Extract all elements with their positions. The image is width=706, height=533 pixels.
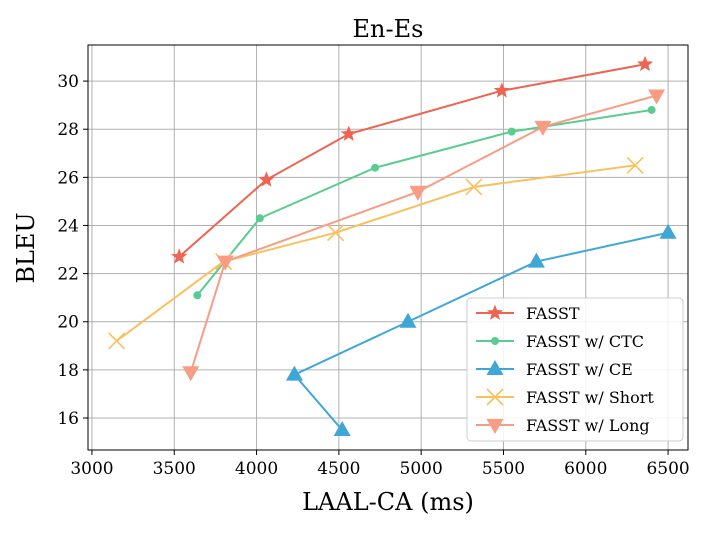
- data-point: [648, 89, 666, 105]
- data-point: [659, 223, 677, 239]
- legend-marker: [486, 304, 504, 320]
- data-point: [340, 125, 357, 141]
- y-tick-label: 24: [57, 216, 79, 236]
- legend-label: FASST w/ CTC: [526, 332, 644, 351]
- legend-box: [466, 297, 684, 442]
- data-point: [182, 366, 200, 382]
- series-fasst-w-ctc: [193, 105, 656, 300]
- x-tick-label: 5000: [400, 459, 443, 479]
- legend-marker: [486, 419, 504, 434]
- data-point: [193, 291, 202, 300]
- legend-label: FASST w/ Long: [526, 416, 650, 435]
- legend-label: FASST w/ Short: [526, 388, 654, 407]
- y-tick-label: 28: [57, 120, 79, 140]
- y-tick-label: 20: [57, 313, 79, 333]
- data-point: [465, 178, 483, 196]
- data-point: [333, 421, 351, 437]
- legend-label: FASST w/ CE: [526, 360, 633, 379]
- legend-marker: [491, 337, 499, 345]
- x-axis-label: LAAL-CA (ms): [302, 488, 474, 516]
- data-point: [527, 252, 545, 268]
- grid: [88, 45, 688, 450]
- y-axis-label: BLEU: [12, 212, 40, 283]
- data-point: [371, 163, 380, 172]
- data-point: [493, 82, 510, 98]
- chart-title: En-Es: [353, 15, 424, 43]
- x-tick-label: 3000: [70, 459, 113, 479]
- x-tick-label: 3500: [153, 459, 196, 479]
- data-point: [285, 365, 303, 381]
- x-tick-label: 5500: [482, 459, 525, 479]
- y-tick-label: 18: [57, 361, 79, 381]
- data-point: [108, 332, 126, 350]
- legend-label: FASST: [526, 304, 580, 323]
- data-point: [409, 185, 427, 201]
- y-tick-label: 16: [57, 409, 79, 429]
- series-line: [178, 63, 646, 258]
- x-tick-label: 4500: [317, 459, 360, 479]
- legend: FASST FASST w/ CTC FASST w/ CE FASST w/ Sho…: [466, 297, 684, 442]
- axis-ticks: 3000 3500 4000 4500 5000 5500 6000 6500 16 18 20 22…: [57, 72, 689, 479]
- legend-marker: [486, 388, 504, 406]
- data-point: [647, 105, 656, 114]
- x-tick-label: 6000: [564, 459, 607, 479]
- plot-frame: [87, 44, 689, 451]
- data-point: [258, 171, 275, 187]
- data-point: [399, 312, 417, 328]
- data-point: [534, 120, 552, 136]
- x-tick-label: 4000: [235, 459, 278, 479]
- y-tick-label: 26: [57, 168, 79, 188]
- data-point: [255, 214, 264, 223]
- series-lines: [108, 55, 677, 437]
- data-point: [327, 224, 345, 242]
- y-tick-label: 30: [57, 72, 79, 92]
- legend-marker: [486, 360, 504, 375]
- x-tick-label: 6500: [646, 459, 689, 479]
- data-point: [216, 255, 234, 271]
- series-fasst-w-ce: [285, 223, 677, 437]
- data-point: [171, 248, 188, 264]
- y-tick-label: 22: [57, 265, 79, 285]
- series-fasst-w-long: [182, 89, 666, 382]
- series-fasst: [171, 55, 654, 264]
- data-point: [626, 156, 644, 174]
- data-point: [507, 127, 516, 136]
- data-point: [637, 55, 654, 72]
